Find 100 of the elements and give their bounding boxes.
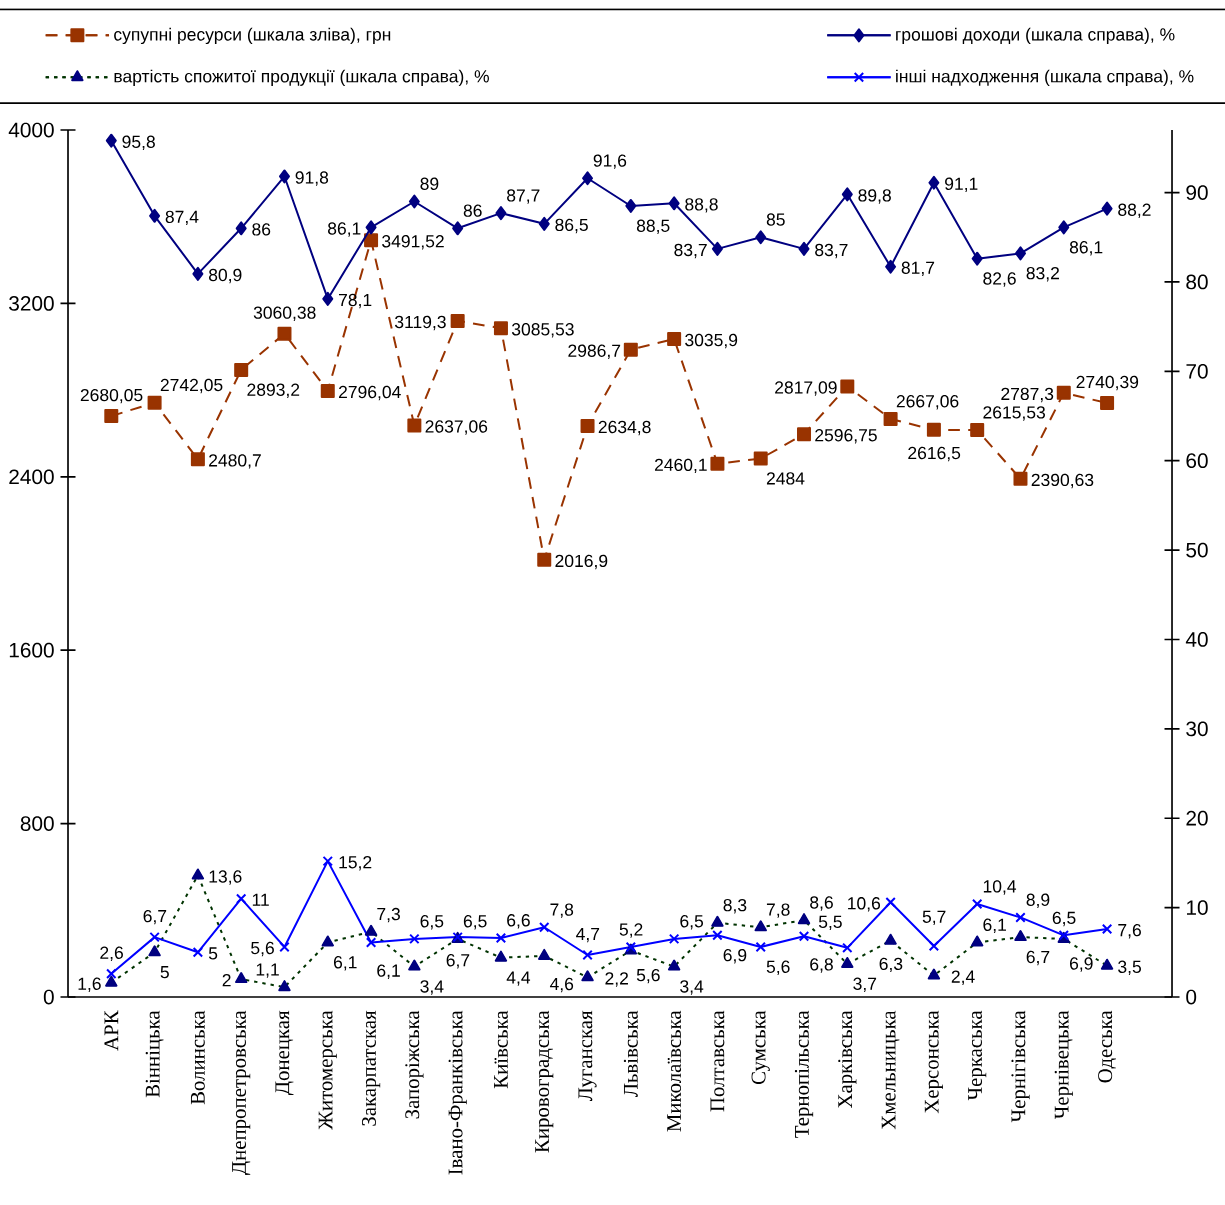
data-label: 1,1 [256, 963, 279, 978]
point [407, 418, 422, 433]
data-label: 5,5 [818, 915, 842, 931]
x-tick-label: Донецкая [275, 1010, 294, 1096]
data-label: 88,5 [636, 219, 670, 235]
point [842, 942, 853, 954]
x-tick-label: Херсонська [924, 1010, 943, 1114]
point [1056, 385, 1071, 400]
point [798, 930, 810, 942]
data-label: 2596,75 [815, 429, 877, 444]
point [667, 331, 682, 346]
x-tick-label: Житомерська [318, 1010, 337, 1130]
data-label: 5 [160, 966, 169, 979]
data-label: 83,7 [815, 243, 848, 259]
x-tick-label: Миколаївська [667, 1010, 682, 1132]
x-tick-label: Одеська [1098, 1010, 1116, 1083]
data-label: 89 [420, 177, 439, 191]
data-label: 5,7 [922, 910, 946, 925]
y2-tick-label: 0 [1186, 989, 1197, 1005]
x-tick-label: Чернівецька [1054, 1010, 1073, 1119]
point [885, 897, 896, 908]
point [710, 456, 725, 471]
data-label: 2637,06 [425, 420, 488, 435]
data-label: 6,8 [810, 958, 833, 973]
point [1015, 912, 1026, 923]
data-label: 83,7 [674, 243, 707, 259]
y2-tick-label: 30 [1186, 721, 1208, 737]
data-label: 5,6 [636, 968, 660, 984]
data-label: 91,6 [593, 154, 627, 169]
point [192, 266, 204, 281]
data-label: 3491,52 [382, 235, 444, 250]
point [190, 452, 205, 467]
point [1014, 246, 1026, 261]
data-label: 2667,06 [896, 395, 959, 410]
y2-tick-label: 80 [1186, 274, 1208, 290]
point [234, 362, 249, 377]
point [494, 950, 508, 962]
point [149, 931, 160, 943]
data-label: 87,7 [507, 189, 540, 204]
data-label: 2016,9 [555, 554, 608, 570]
y-tick-label: 2400 [9, 469, 54, 485]
x-tick-label: Харківська [838, 1010, 857, 1109]
point [971, 251, 983, 266]
point [885, 259, 897, 274]
data-label: 2634,8 [598, 420, 651, 436]
data-label: 6,9 [723, 948, 747, 964]
data-label: 3,5 [1118, 960, 1141, 976]
point [192, 947, 204, 958]
data-label: 95,8 [122, 135, 155, 151]
data-label: 8,6 [810, 896, 833, 911]
data-label: 3035,9 [685, 333, 738, 349]
data-label: 2460,1 [654, 458, 707, 474]
data-label: 86,5 [555, 218, 588, 234]
x-tick-label: Тернопільська [794, 1010, 814, 1138]
data-label: 2817,09 [775, 381, 837, 396]
point [755, 941, 766, 953]
data-label: 6,1 [334, 956, 357, 971]
point [322, 855, 334, 867]
point [668, 933, 680, 945]
point [1100, 958, 1114, 970]
data-label: 2,2 [605, 972, 628, 987]
data-label: 3060,38 [253, 306, 316, 321]
point [755, 230, 767, 245]
data-label: 2615,53 [983, 406, 1046, 421]
y2-tick-label: 70 [1186, 363, 1208, 379]
data-label: 78,1 [339, 293, 372, 309]
data-label: 8,3 [723, 898, 747, 914]
data-label: 3,7 [853, 977, 877, 993]
data-label: 6,9 [1070, 957, 1093, 972]
point [927, 968, 941, 980]
y2-tick-label: 40 [1185, 632, 1208, 647]
point [322, 291, 334, 306]
data-label: 91,8 [295, 171, 329, 186]
data-label: 2893,2 [247, 383, 300, 398]
data-label: 4,6 [549, 977, 574, 993]
data-label: 2480,7 [209, 454, 261, 469]
data-label: 83,2 [1026, 266, 1059, 282]
data-label: 7,8 [766, 903, 790, 918]
y-tick-label: 4000 [8, 122, 54, 138]
point [277, 326, 292, 341]
point [104, 409, 119, 424]
x-tick-label: Запоріжська [405, 1010, 424, 1119]
x-tick-label: Чернігівська [1011, 1010, 1030, 1123]
point [105, 133, 117, 148]
data-label: 1,6 [78, 977, 101, 993]
point [106, 968, 117, 979]
point [928, 940, 940, 952]
point [149, 208, 161, 223]
data-label: 10,6 [848, 897, 881, 912]
point [926, 422, 941, 437]
data-label: 2986,7 [568, 344, 621, 359]
data-label: 5,6 [251, 941, 274, 957]
data-label: 6,7 [446, 954, 470, 969]
y-tick-label: 0 [43, 989, 54, 1005]
point [364, 233, 379, 248]
data-label: 6,1 [377, 964, 400, 979]
data-label: 2796,04 [339, 385, 401, 401]
point [365, 220, 377, 235]
x-tick-label: Черкаська [968, 1010, 987, 1101]
data-label: 3,4 [420, 980, 444, 995]
